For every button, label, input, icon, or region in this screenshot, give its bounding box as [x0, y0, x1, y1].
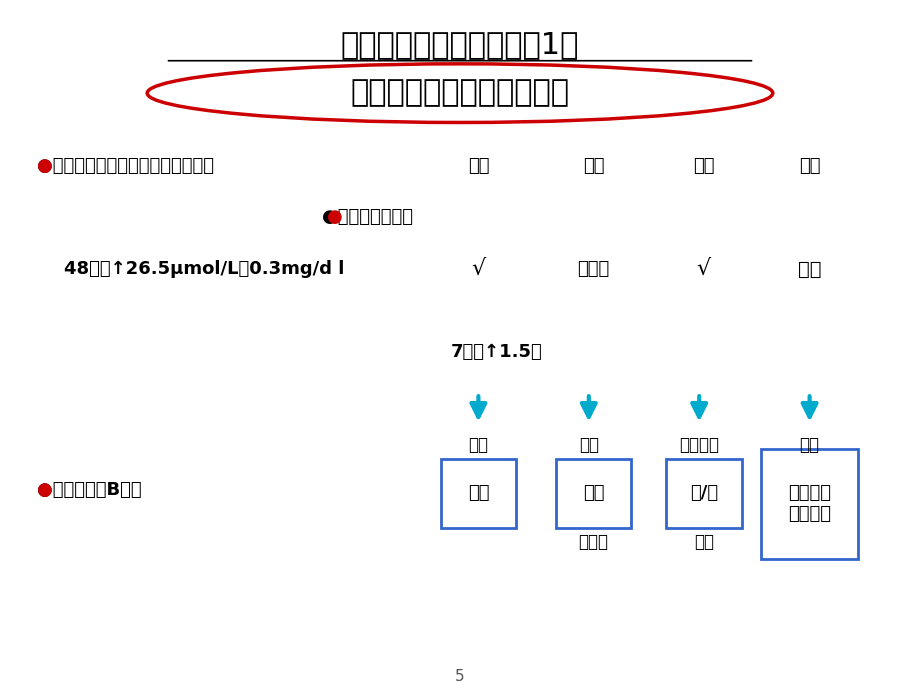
Text: 48小时↑26.5μmol/L，0.3mg/d l: 48小时↑26.5μmol/L，0.3mg/d l [64, 260, 345, 278]
FancyBboxPatch shape [440, 459, 516, 528]
Text: 正常: 正常 [693, 533, 713, 551]
Text: 不达标: 不达标 [576, 260, 609, 278]
Text: ●: ● [326, 208, 342, 226]
Text: ●肾脏大小（B超）: ●肾脏大小（B超） [37, 481, 142, 499]
Text: 小或: 小或 [578, 436, 598, 454]
Text: 急性: 急性 [467, 484, 489, 502]
Text: 血肌酐高于正常的临床鉴别: 血肌酐高于正常的临床鉴别 [350, 79, 569, 108]
Text: 正常: 正常 [467, 157, 489, 175]
Text: 或增大: 或增大 [578, 533, 607, 551]
Text: 慢性: 慢性 [582, 484, 604, 502]
Text: 阳性: 阳性 [582, 157, 604, 175]
Text: ●: ● [37, 157, 52, 175]
Text: 不详: 不详 [797, 259, 821, 279]
Text: 可能急性
可能慢性: 可能急性 可能慢性 [788, 484, 830, 523]
FancyBboxPatch shape [665, 459, 741, 528]
Text: √: √ [696, 259, 710, 279]
Text: 阳性: 阳性 [692, 157, 714, 175]
Text: ●病史：发病前血肌酐值、尿检结果: ●病史：发病前血肌酐值、尿检结果 [37, 157, 213, 175]
Text: 小或正常: 小或正常 [678, 436, 719, 454]
Text: 急/慢: 急/慢 [689, 484, 717, 502]
Text: ●: ● [37, 481, 52, 499]
Text: 5: 5 [455, 669, 464, 684]
Text: 7天内↑1.5倍: 7天内↑1.5倍 [450, 343, 542, 361]
FancyBboxPatch shape [555, 459, 630, 528]
FancyBboxPatch shape [761, 448, 857, 559]
Text: 正常: 正常 [799, 436, 819, 454]
Text: 急性肾衰竭的诊断思路（1）: 急性肾衰竭的诊断思路（1） [340, 30, 579, 59]
Text: ●血肌酐动态变化: ●血肌酐动态变化 [322, 208, 413, 226]
Text: 正常: 正常 [468, 436, 488, 454]
Text: 不详: 不详 [798, 157, 820, 175]
Text: √: √ [471, 259, 485, 279]
